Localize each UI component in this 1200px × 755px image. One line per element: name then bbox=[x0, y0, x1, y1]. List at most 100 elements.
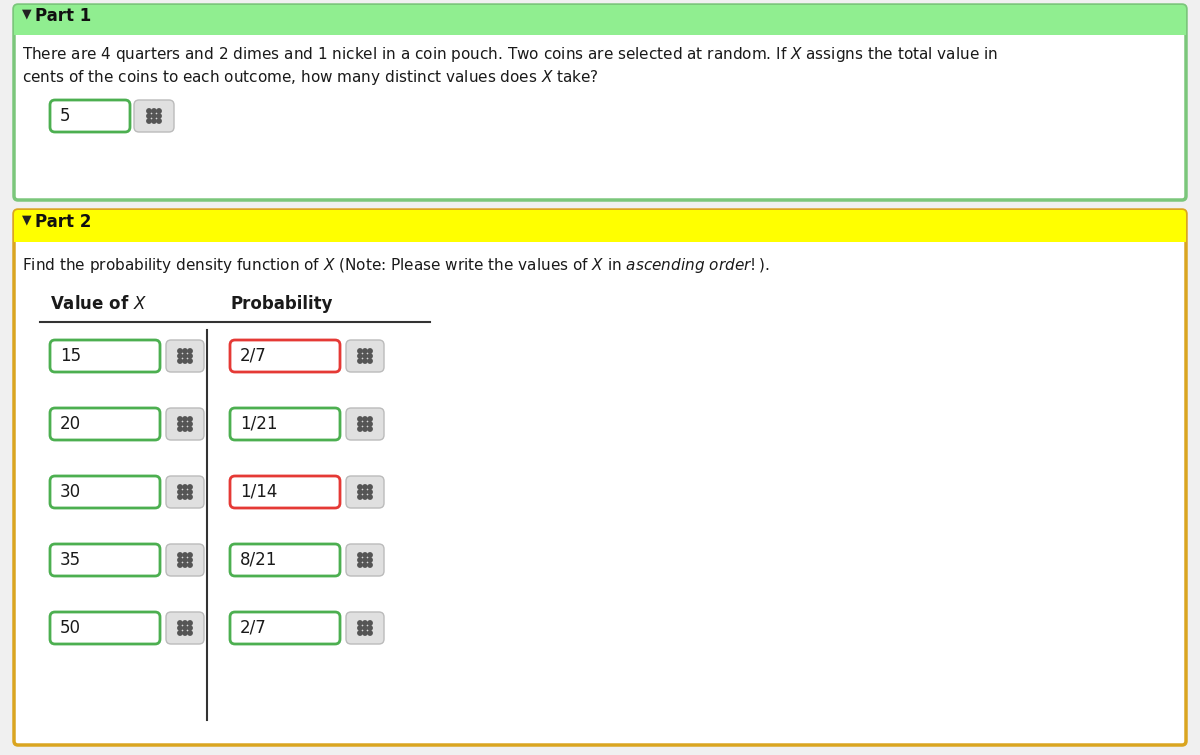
Circle shape bbox=[182, 490, 187, 495]
FancyBboxPatch shape bbox=[230, 340, 340, 372]
Circle shape bbox=[368, 558, 372, 562]
Circle shape bbox=[368, 490, 372, 495]
Circle shape bbox=[358, 558, 362, 562]
Text: 50: 50 bbox=[60, 619, 82, 637]
Text: ▼: ▼ bbox=[22, 7, 31, 20]
Text: Probability: Probability bbox=[230, 295, 332, 313]
Circle shape bbox=[358, 354, 362, 358]
Circle shape bbox=[362, 553, 367, 557]
Circle shape bbox=[188, 626, 192, 630]
Circle shape bbox=[358, 495, 362, 499]
Circle shape bbox=[362, 427, 367, 431]
FancyBboxPatch shape bbox=[166, 476, 204, 508]
Circle shape bbox=[152, 114, 156, 119]
Circle shape bbox=[368, 485, 372, 489]
Text: Value of $X$: Value of $X$ bbox=[50, 295, 146, 313]
Circle shape bbox=[178, 422, 182, 427]
Circle shape bbox=[152, 119, 156, 123]
Circle shape bbox=[368, 349, 372, 353]
Circle shape bbox=[157, 114, 161, 119]
Circle shape bbox=[362, 621, 367, 625]
Circle shape bbox=[362, 626, 367, 630]
Circle shape bbox=[358, 427, 362, 431]
FancyBboxPatch shape bbox=[14, 210, 1186, 745]
Circle shape bbox=[182, 354, 187, 358]
Circle shape bbox=[182, 485, 187, 489]
FancyBboxPatch shape bbox=[166, 408, 204, 440]
Text: 35: 35 bbox=[60, 551, 82, 569]
Circle shape bbox=[358, 349, 362, 353]
Circle shape bbox=[157, 109, 161, 113]
FancyBboxPatch shape bbox=[346, 544, 384, 576]
Circle shape bbox=[146, 119, 151, 123]
FancyBboxPatch shape bbox=[346, 340, 384, 372]
Circle shape bbox=[178, 349, 182, 353]
Circle shape bbox=[182, 422, 187, 427]
Circle shape bbox=[358, 626, 362, 630]
FancyBboxPatch shape bbox=[50, 612, 160, 644]
Text: 8/21: 8/21 bbox=[240, 551, 277, 569]
Circle shape bbox=[188, 354, 192, 358]
Circle shape bbox=[182, 630, 187, 635]
Circle shape bbox=[362, 417, 367, 421]
Circle shape bbox=[368, 422, 372, 427]
Circle shape bbox=[188, 417, 192, 421]
FancyBboxPatch shape bbox=[230, 476, 340, 508]
Text: 2/7: 2/7 bbox=[240, 347, 266, 365]
Circle shape bbox=[182, 417, 187, 421]
FancyBboxPatch shape bbox=[14, 5, 1186, 35]
FancyBboxPatch shape bbox=[14, 210, 1186, 242]
Circle shape bbox=[368, 626, 372, 630]
Text: There are 4 quarters and 2 dimes and 1 nickel in a coin pouch. Two coins are sel: There are 4 quarters and 2 dimes and 1 n… bbox=[22, 45, 998, 64]
FancyBboxPatch shape bbox=[50, 340, 160, 372]
Circle shape bbox=[152, 109, 156, 113]
Text: 1/21: 1/21 bbox=[240, 415, 277, 433]
Text: Part 1: Part 1 bbox=[35, 7, 91, 25]
Circle shape bbox=[178, 427, 182, 431]
Bar bbox=[14, 226, 1186, 242]
Circle shape bbox=[188, 553, 192, 557]
FancyBboxPatch shape bbox=[50, 544, 160, 576]
Circle shape bbox=[178, 621, 182, 625]
Text: ▼: ▼ bbox=[22, 213, 31, 226]
Text: 20: 20 bbox=[60, 415, 82, 433]
Circle shape bbox=[358, 417, 362, 421]
Circle shape bbox=[178, 626, 182, 630]
FancyBboxPatch shape bbox=[346, 612, 384, 644]
Circle shape bbox=[362, 354, 367, 358]
Circle shape bbox=[182, 495, 187, 499]
Circle shape bbox=[178, 485, 182, 489]
Circle shape bbox=[368, 427, 372, 431]
FancyBboxPatch shape bbox=[346, 476, 384, 508]
Circle shape bbox=[178, 354, 182, 358]
Circle shape bbox=[188, 490, 192, 495]
Circle shape bbox=[358, 359, 362, 363]
Circle shape bbox=[178, 490, 182, 495]
Circle shape bbox=[182, 626, 187, 630]
Circle shape bbox=[362, 359, 367, 363]
Circle shape bbox=[188, 558, 192, 562]
Circle shape bbox=[188, 359, 192, 363]
Circle shape bbox=[188, 422, 192, 427]
Circle shape bbox=[362, 349, 367, 353]
Text: 15: 15 bbox=[60, 347, 82, 365]
FancyBboxPatch shape bbox=[230, 612, 340, 644]
FancyBboxPatch shape bbox=[14, 5, 1186, 200]
Circle shape bbox=[182, 359, 187, 363]
Circle shape bbox=[358, 562, 362, 567]
Circle shape bbox=[368, 495, 372, 499]
Circle shape bbox=[358, 422, 362, 427]
Circle shape bbox=[188, 630, 192, 635]
FancyBboxPatch shape bbox=[230, 408, 340, 440]
Circle shape bbox=[146, 109, 151, 113]
Circle shape bbox=[188, 495, 192, 499]
Circle shape bbox=[368, 562, 372, 567]
Text: Part 2: Part 2 bbox=[35, 213, 91, 231]
Bar bbox=[14, 20, 1186, 35]
Circle shape bbox=[358, 630, 362, 635]
Circle shape bbox=[368, 354, 372, 358]
Circle shape bbox=[182, 558, 187, 562]
Circle shape bbox=[182, 562, 187, 567]
Circle shape bbox=[178, 630, 182, 635]
Circle shape bbox=[358, 485, 362, 489]
